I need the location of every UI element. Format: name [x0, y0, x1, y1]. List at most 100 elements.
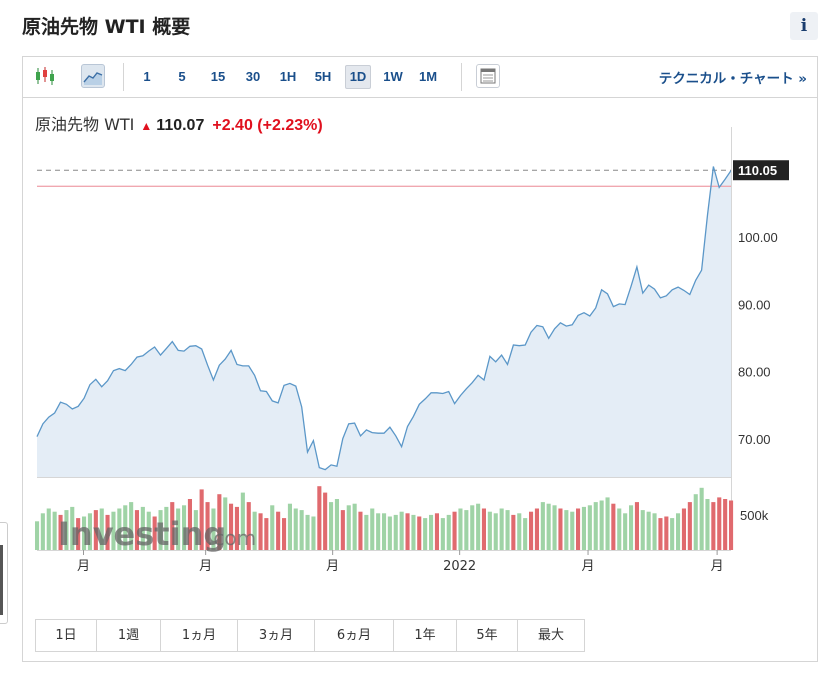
- volume-bar: [587, 505, 592, 550]
- volume-bar: [681, 508, 686, 550]
- volume-bar: [246, 502, 251, 550]
- volume-bar: [229, 503, 234, 550]
- volume-bar: [599, 500, 604, 550]
- volume-bar: [193, 510, 198, 550]
- price-change-percent: (+2.23%): [257, 117, 323, 134]
- volume-bar: [399, 511, 404, 550]
- interval-button[interactable]: 5H: [314, 69, 332, 84]
- volume-bar: [711, 502, 716, 550]
- volume-bar: [705, 499, 710, 550]
- volume-bar: [105, 514, 110, 550]
- price-change: +2.40: [212, 117, 253, 134]
- volume-bar: [111, 511, 116, 550]
- volume-bar: [223, 497, 228, 550]
- technical-chart-link[interactable]: テクニカル・チャート »: [658, 71, 807, 87]
- volume-bar: [464, 510, 469, 550]
- volume-bar: [434, 513, 439, 550]
- volume-bar: [458, 508, 463, 550]
- candlestick-svg: [36, 67, 54, 85]
- volume-bar: [370, 508, 375, 550]
- area-chart-icon[interactable]: [81, 64, 105, 88]
- volume-bar: [670, 518, 675, 550]
- volume-bar: [217, 494, 222, 550]
- volume-bar: [576, 508, 581, 550]
- volume-bar: [64, 510, 69, 550]
- interval-button[interactable]: 1H: [279, 69, 297, 84]
- volume-bar: [493, 513, 498, 550]
- volume-bar: [346, 505, 351, 550]
- volume-bar: [558, 508, 563, 550]
- volume-bar: [134, 510, 139, 550]
- investing-watermark: Investing: [58, 515, 226, 553]
- volume-bar: [611, 503, 616, 550]
- volume-bar: [52, 511, 57, 550]
- volume-bar: [605, 497, 610, 550]
- interval-button[interactable]: 30: [245, 69, 261, 84]
- range-button-3m[interactable]: 3ヵ月: [238, 620, 315, 651]
- volume-bar: [234, 506, 239, 550]
- volume-bar: [546, 503, 551, 550]
- volume-bar: [429, 514, 434, 550]
- volume-bar: [358, 511, 363, 550]
- volume-bar: [282, 518, 287, 550]
- range-button-1w[interactable]: 1週: [97, 620, 161, 651]
- volume-bar: [646, 511, 651, 550]
- volume-bar: [158, 510, 163, 550]
- volume-bar: [729, 500, 734, 550]
- x-tick-label: 月: [326, 559, 339, 574]
- range-button-6m[interactable]: 6ヵ月: [315, 620, 394, 651]
- volume-bar: [723, 499, 728, 550]
- volume-bar: [305, 514, 310, 550]
- interval-button-active[interactable]: 1D: [345, 65, 371, 89]
- volume-bar: [417, 516, 422, 550]
- quote-header: 原油先物 WTI ▲ 110.07 +2.40 (+2.23%): [35, 111, 323, 135]
- volume-bar: [76, 518, 81, 550]
- toolbar-separator: [461, 63, 462, 91]
- volume-bar: [687, 502, 692, 550]
- volume-bar: [93, 510, 98, 550]
- volume-bar: [187, 499, 192, 550]
- volume-bar: [211, 508, 216, 550]
- volume-bar: [329, 502, 334, 550]
- interval-button[interactable]: 1M: [418, 69, 438, 84]
- range-button-1m[interactable]: 1ヵ月: [161, 620, 238, 651]
- volume-bar: [293, 508, 298, 550]
- volume-bar: [405, 513, 410, 550]
- info-button[interactable]: i: [790, 12, 818, 40]
- range-button-5y[interactable]: 5年: [457, 620, 518, 651]
- candlestick-chart-icon[interactable]: [33, 64, 57, 88]
- volume-bar: [652, 513, 657, 550]
- volume-bar: [511, 514, 516, 550]
- volume-bar: [170, 502, 175, 550]
- y-tick-label: 100.00: [738, 230, 778, 245]
- interval-button[interactable]: 1W: [383, 69, 403, 84]
- volume-bar: [393, 514, 398, 550]
- range-button-1y[interactable]: 1年: [394, 620, 457, 651]
- volume-bar: [35, 521, 40, 550]
- chart-settings-icon[interactable]: [476, 64, 500, 88]
- side-widget-fragment[interactable]: [0, 522, 8, 624]
- range-button-max[interactable]: 最大: [537, 628, 564, 643]
- volume-bar: [617, 508, 622, 550]
- price-chart[interactable]: 70.00 80.00 90.00 100.00 110.05 500k Investing…: [23, 57, 817, 617]
- volume-bar: [117, 508, 122, 550]
- volume-bar: [334, 499, 339, 550]
- interval-button[interactable]: 5: [178, 69, 186, 84]
- volume-bar: [82, 516, 87, 550]
- volume-bar: [564, 510, 569, 550]
- volume-bar: [411, 514, 416, 550]
- chart-toolbar: 1 5 15 30 1H 5H 1D 1W 1M テクニカル・チャート »: [23, 57, 817, 98]
- range-button-1d[interactable]: 1日: [36, 620, 97, 651]
- volume-bar: [452, 511, 457, 550]
- volume-bar: [693, 494, 698, 550]
- interval-button[interactable]: 1: [143, 69, 151, 84]
- interval-button[interactable]: 15: [210, 69, 226, 84]
- chart-panel: 1 5 15 30 1H 5H 1D 1W 1M テクニカル・チャート » 原油…: [22, 56, 818, 662]
- volume-bar: [323, 492, 328, 550]
- volume-bar: [87, 513, 92, 550]
- volume-bar: [658, 518, 663, 550]
- volume-bar: [629, 505, 634, 550]
- instrument-name: 原油先物 WTI: [35, 115, 135, 134]
- volume-bar: [664, 516, 669, 550]
- volume-bar: [534, 508, 539, 550]
